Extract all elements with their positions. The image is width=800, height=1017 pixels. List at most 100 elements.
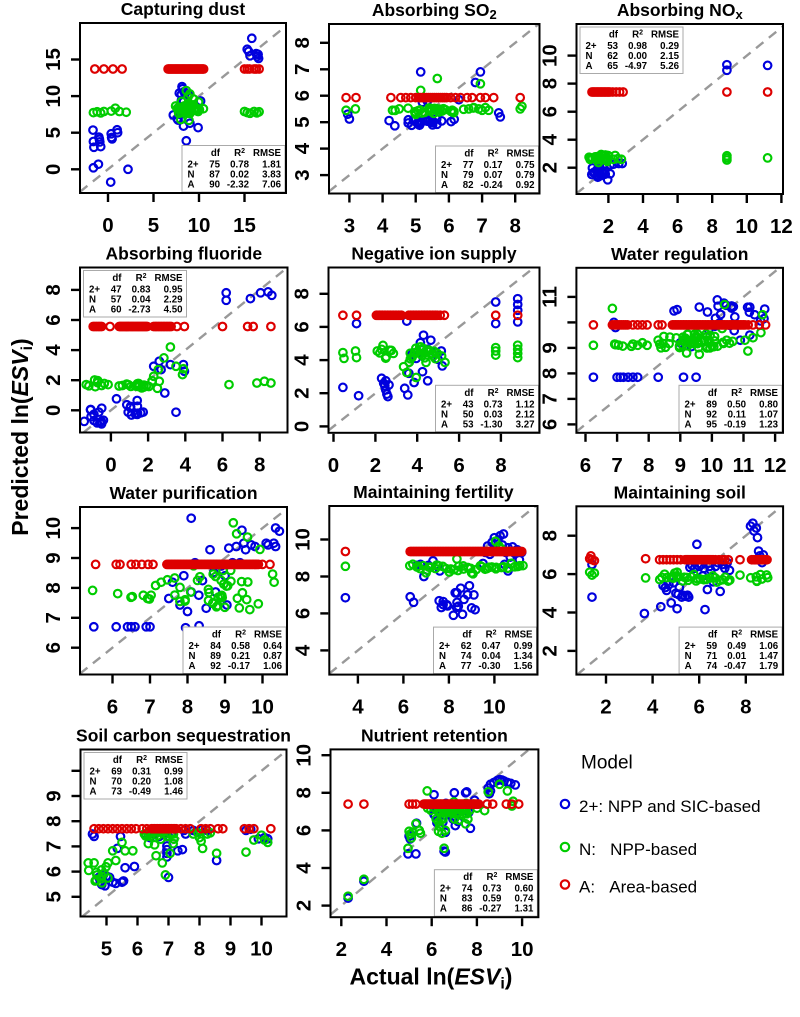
svg-text:83: 83 <box>462 894 473 905</box>
svg-text:7: 7 <box>611 454 622 477</box>
svg-text:2+: 2+ <box>685 641 696 652</box>
svg-text:6: 6 <box>293 825 316 836</box>
svg-text:-1.30: -1.30 <box>480 419 502 430</box>
svg-text:7: 7 <box>476 215 487 238</box>
svg-text:8: 8 <box>42 582 65 593</box>
svg-text:RMSE: RMSE <box>254 630 283 641</box>
svg-text:-0.19: -0.19 <box>724 419 747 430</box>
svg-text:1.31: 1.31 <box>515 904 534 915</box>
svg-text:1.23: 1.23 <box>759 419 778 430</box>
svg-text:10: 10 <box>483 696 506 719</box>
svg-text:10: 10 <box>735 215 758 238</box>
svg-text:-2.73: -2.73 <box>128 305 151 316</box>
svg-text:65: 65 <box>607 61 618 72</box>
svg-text:4: 4 <box>291 142 314 154</box>
svg-text:8: 8 <box>43 815 66 826</box>
svg-text:5: 5 <box>101 938 112 961</box>
svg-text:Absorbing NOx: Absorbing NOx <box>617 0 744 22</box>
svg-text:0: 0 <box>42 164 65 175</box>
svg-text:8: 8 <box>471 938 482 961</box>
svg-text:0.59: 0.59 <box>483 894 502 905</box>
svg-text:6: 6 <box>132 938 143 961</box>
svg-text:4: 4 <box>538 606 561 618</box>
svg-text:2+: NPP and SIC-based: 2+: NPP and SIC-based <box>579 797 761 816</box>
svg-text:-4.97: -4.97 <box>625 61 647 72</box>
svg-text:A: A <box>189 661 196 672</box>
svg-text:15: 15 <box>42 48 65 71</box>
svg-text:Capturing dust: Capturing dust <box>121 0 246 19</box>
svg-text:10: 10 <box>42 85 65 108</box>
svg-text:9: 9 <box>675 454 686 477</box>
svg-text:N: N <box>586 51 593 62</box>
svg-text:Nutrient retention: Nutrient retention <box>361 725 508 745</box>
svg-text:6: 6 <box>43 866 66 877</box>
svg-text:92: 92 <box>706 409 717 420</box>
svg-text:0.80: 0.80 <box>759 399 778 410</box>
svg-text:7: 7 <box>144 696 155 719</box>
svg-text:df: df <box>462 630 472 641</box>
svg-text:0.79: 0.79 <box>516 170 535 181</box>
svg-text:A: A <box>90 787 97 798</box>
svg-text:6: 6 <box>580 454 591 477</box>
svg-text:74: 74 <box>706 661 717 672</box>
svg-text:2+: 2+ <box>441 399 452 410</box>
svg-text:7.06: 7.06 <box>262 180 281 191</box>
svg-text:0: 0 <box>328 454 339 477</box>
svg-text:-0.24: -0.24 <box>480 180 503 191</box>
svg-text:A: Area-based: A: Area-based <box>579 878 697 897</box>
svg-text:1.46: 1.46 <box>164 787 183 798</box>
svg-text:10: 10 <box>511 938 534 961</box>
svg-text:A: A <box>685 419 692 430</box>
svg-text:8: 8 <box>182 696 193 719</box>
svg-text:2+: 2+ <box>440 884 451 895</box>
svg-text:df: df <box>464 149 474 160</box>
svg-text:2+: 2+ <box>586 41 597 52</box>
svg-text:1.06: 1.06 <box>263 661 282 672</box>
svg-text:11: 11 <box>733 454 755 477</box>
svg-text:3: 3 <box>291 169 314 180</box>
svg-text:A: A <box>685 661 692 672</box>
svg-text:0: 0 <box>42 405 65 416</box>
svg-text:4: 4 <box>539 133 562 145</box>
svg-text:R2: R2 <box>136 273 147 284</box>
svg-text:10: 10 <box>250 938 273 961</box>
svg-text:R2: R2 <box>731 388 742 399</box>
svg-text:11: 11 <box>538 286 561 308</box>
svg-text:74: 74 <box>462 884 473 895</box>
svg-text:15: 15 <box>233 214 256 237</box>
svg-text:89: 89 <box>706 399 717 410</box>
svg-text:df: df <box>463 872 473 883</box>
svg-text:A: A <box>188 180 195 191</box>
svg-text:6: 6 <box>107 696 118 719</box>
svg-text:8: 8 <box>538 530 561 541</box>
svg-text:4: 4 <box>42 344 65 356</box>
svg-text:8: 8 <box>291 571 314 582</box>
svg-text:1.12: 1.12 <box>516 399 535 410</box>
svg-text:df: df <box>708 388 718 399</box>
svg-text:5: 5 <box>42 127 65 138</box>
svg-text:2+: 2+ <box>90 767 101 778</box>
svg-text:8: 8 <box>706 215 717 238</box>
svg-text:9: 9 <box>538 342 561 353</box>
svg-text:2+: 2+ <box>685 399 696 410</box>
svg-text:N: N <box>89 295 96 306</box>
svg-text:6: 6 <box>42 642 65 653</box>
svg-text:Soil carbon sequestration: Soil carbon sequestration <box>76 726 291 746</box>
svg-text:0.73: 0.73 <box>484 399 503 410</box>
svg-text:43: 43 <box>463 399 474 410</box>
svg-text:2.29: 2.29 <box>164 295 183 306</box>
svg-text:62: 62 <box>607 51 618 62</box>
svg-text:df: df <box>211 148 221 159</box>
svg-text:2: 2 <box>600 696 611 719</box>
svg-text:0.07: 0.07 <box>484 170 503 181</box>
svg-text:0.11: 0.11 <box>728 409 747 420</box>
svg-text:8: 8 <box>509 215 520 238</box>
svg-text:90: 90 <box>209 180 220 191</box>
svg-text:N: N <box>439 651 446 662</box>
svg-text:-0.30: -0.30 <box>478 661 500 672</box>
svg-text:8: 8 <box>291 288 314 299</box>
svg-text:5.26: 5.26 <box>660 61 679 72</box>
svg-text:9: 9 <box>219 696 230 719</box>
svg-text:6: 6 <box>398 696 409 719</box>
svg-text:0.04: 0.04 <box>482 651 501 662</box>
